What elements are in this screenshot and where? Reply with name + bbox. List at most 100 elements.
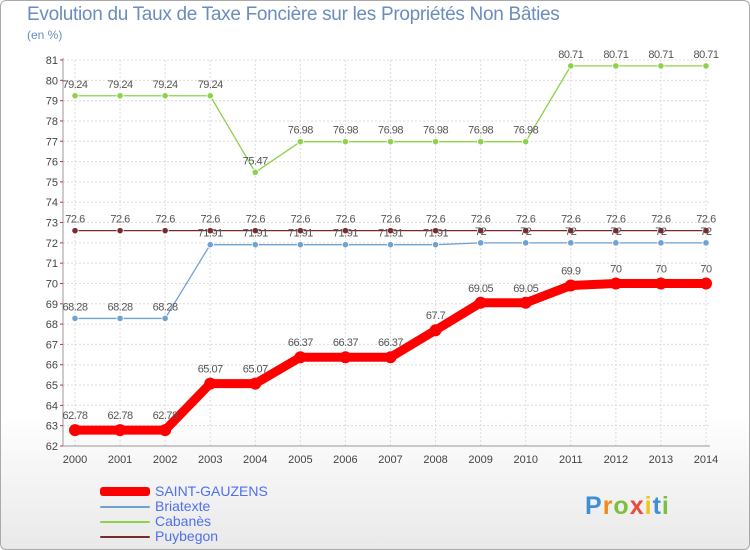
y-tick-label: 75: [46, 177, 58, 189]
data-point-saint-gauzens: [69, 424, 81, 437]
data-label-puybegon: 72.6: [246, 214, 266, 226]
data-point-cabanes: [657, 62, 665, 70]
data-label-saint-gauzens: 70: [700, 263, 712, 275]
y-tick-label: 71: [46, 258, 58, 270]
logo-letter: o: [613, 492, 630, 520]
data-point-briatexte: [431, 241, 440, 249]
legend-swatch-puybegon: [100, 536, 150, 538]
data-point-cabanes: [296, 138, 304, 146]
data-point-cabanes: [251, 168, 259, 176]
data-label-cabanes: 76.98: [468, 125, 493, 137]
data-point-briatexte: [702, 239, 710, 247]
x-tick-label: 2007: [378, 454, 402, 466]
data-point-briatexte: [522, 239, 530, 247]
x-tick-label: 2011: [559, 454, 583, 466]
data-label-saint-gauzens: 70: [610, 263, 622, 275]
data-label-cabanes: 76.98: [333, 125, 358, 137]
data-label-puybegon: 72.6: [155, 214, 175, 226]
data-point-saint-gauzens: [519, 296, 532, 309]
data-label-saint-gauzens: 62.78: [153, 410, 178, 422]
y-tick-label: 68: [46, 319, 58, 331]
data-point-saint-gauzens: [204, 377, 217, 390]
data-point-puybegon: [477, 227, 485, 235]
x-tick-label: 2004: [243, 454, 267, 466]
data-label-saint-gauzens: 67.7: [426, 310, 446, 322]
legend-label-briatexte: Briatexte: [155, 498, 211, 514]
data-label-cabanes: 79.24: [62, 79, 87, 91]
data-label-cabanes: 76.98: [423, 125, 448, 137]
data-point-saint-gauzens: [114, 424, 127, 437]
data-point-puybegon: [386, 227, 395, 235]
legend-swatch-saint-gauzens: [100, 487, 150, 496]
data-point-saint-gauzens: [474, 296, 487, 309]
data-label-saint-gauzens: 65.07: [243, 364, 268, 376]
data-label-puybegon: 72.6: [381, 214, 401, 226]
data-label-briatexte: 71.91: [333, 228, 358, 240]
x-tick-label: 2000: [63, 454, 87, 466]
data-label-cabanes: 80.71: [693, 49, 718, 61]
y-tick-label: 62: [46, 441, 58, 453]
data-point-cabanes: [567, 62, 575, 70]
data-point-saint-gauzens: [609, 277, 622, 290]
data-point-cabanes: [477, 138, 485, 146]
logo-letter: i: [644, 492, 653, 520]
x-tick-label: 2010: [513, 454, 537, 466]
data-point-briatexte: [612, 239, 620, 247]
proxiti-logo: Proxiti: [585, 492, 670, 521]
data-label-puybegon: 72.6: [516, 214, 536, 226]
data-label-puybegon: 72.6: [201, 214, 221, 226]
data-point-saint-gauzens: [159, 424, 172, 437]
x-tick-label: 2013: [649, 454, 673, 466]
data-point-puybegon: [71, 227, 79, 235]
data-point-briatexte: [161, 314, 169, 323]
data-point-saint-gauzens: [339, 351, 352, 364]
data-label-saint-gauzens: 65.07: [198, 364, 223, 376]
data-point-cabanes: [206, 92, 214, 100]
x-tick-label: 2006: [333, 454, 357, 466]
data-point-briatexte: [341, 241, 350, 249]
data-point-cabanes: [386, 138, 395, 146]
chart-title: Evolution du Taux de Taxe Foncière sur l…: [27, 4, 560, 25]
x-tick-label: 2009: [468, 454, 492, 466]
x-tick-label: 2012: [604, 454, 628, 466]
data-label-briatexte: 72: [475, 226, 487, 238]
data-point-puybegon: [657, 227, 665, 235]
data-label-cabanes: 79.24: [198, 79, 223, 91]
x-tick-label: 2005: [288, 454, 312, 466]
legend-swatch-briatexte: [100, 506, 150, 508]
data-point-puybegon: [161, 227, 169, 235]
data-label-briatexte: 68.28: [153, 301, 178, 313]
data-point-puybegon: [206, 227, 214, 235]
data-label-briatexte: 72: [610, 226, 622, 238]
data-point-puybegon: [296, 227, 304, 235]
data-point-briatexte: [116, 314, 124, 323]
legend-swatch-cabanes: [100, 521, 150, 523]
data-point-saint-gauzens: [564, 279, 577, 292]
y-tick-label: 81: [46, 55, 58, 67]
data-label-briatexte: 71.91: [198, 228, 223, 240]
y-tick-label: 63: [46, 421, 58, 433]
data-label-saint-gauzens: 62.78: [62, 410, 87, 422]
x-tick-label: 2001: [108, 454, 132, 466]
data-label-cabanes: 79.24: [153, 79, 178, 91]
data-point-puybegon: [702, 227, 710, 235]
y-tick-label: 73: [46, 218, 58, 230]
data-label-briatexte: 71.91: [423, 228, 448, 240]
data-label-saint-gauzens: 66.37: [288, 337, 313, 349]
y-tick-label: 64: [46, 400, 58, 412]
data-label-saint-gauzens: 69.9: [561, 266, 581, 278]
logo-letter: r: [602, 492, 614, 520]
data-label-puybegon: 72.6: [561, 214, 581, 226]
legend-label-puybegon: Puybegon: [155, 528, 219, 544]
data-point-puybegon: [567, 227, 575, 235]
data-point-cabanes: [116, 92, 124, 100]
data-point-briatexte: [296, 241, 304, 249]
y-tick-label: 79: [46, 96, 58, 108]
data-point-saint-gauzens: [700, 277, 712, 290]
data-label-puybegon: 72.6: [291, 214, 311, 226]
chart-unit-label: (en %): [27, 28, 63, 42]
data-label-cabanes: 75.47: [243, 155, 268, 167]
data-label-cabanes: 79.24: [108, 79, 133, 91]
data-label-puybegon: 72.6: [336, 214, 356, 226]
y-tick-label: 77: [46, 136, 58, 148]
